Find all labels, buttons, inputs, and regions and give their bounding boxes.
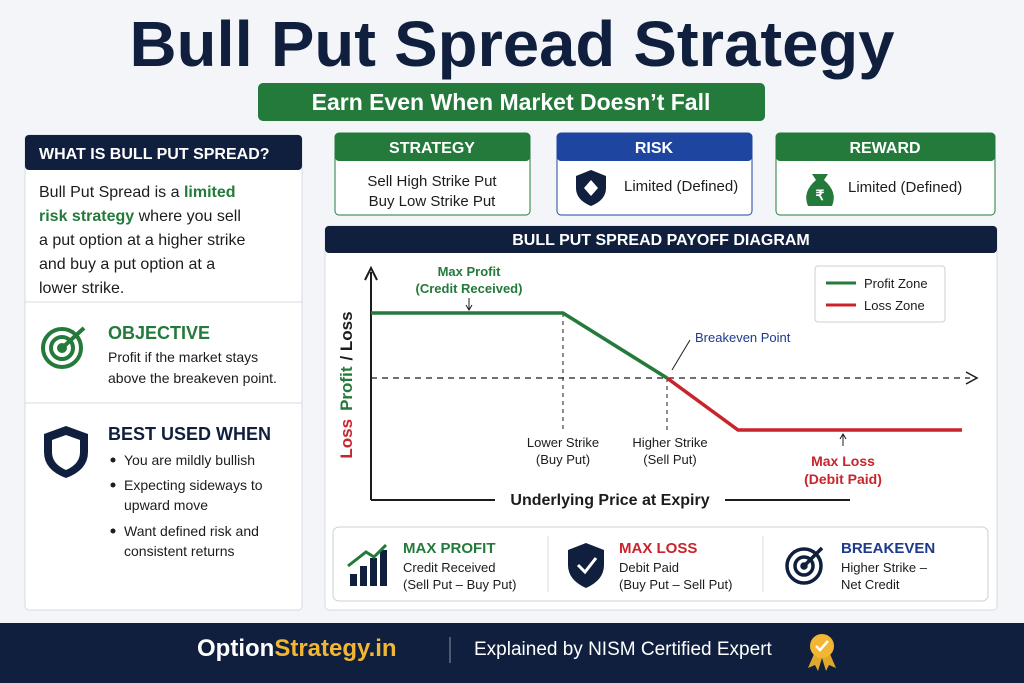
objective-line: Profit if the market stays [108,349,258,365]
arrow-head [965,371,979,385]
best-used-item: Want defined risk and [124,523,259,539]
best-used-item: Expecting sideways to [124,477,263,493]
text: Bull Put Spread is a [39,184,184,201]
what-is-line: and buy a put option at a [39,256,215,273]
label-part: Loss [337,419,356,459]
x-axis-label: Underlying Price at Expiry [510,492,709,509]
annotation: (Credit Received) [416,281,523,296]
profit-line [371,311,668,380]
legend-label: Profit Zone [864,276,928,291]
pointer [465,298,473,311]
legend-label: Loss Zone [864,298,925,313]
rupee-symbol: ₹ [816,187,825,203]
summary-heading: MAX LOSS [619,540,697,557]
check-mark [576,557,598,575]
what-is-line: lower strike. [39,280,124,297]
summary-box [332,526,989,602]
summary-line: Net Credit [841,577,900,592]
summary-line: (Buy Put – Sell Put) [619,577,732,592]
pointer [671,339,691,371]
risk-icon-inner [584,180,598,196]
annotation: Lower Strike [527,435,599,450]
summary-heading: BREAKEVEN [841,540,935,557]
summary-line: Credit Received [403,560,496,575]
tagline: Explained by NISM Certified Expert [474,639,773,660]
bullet [110,457,116,463]
annotation: Max Loss [811,453,875,469]
arrow-head [364,265,378,281]
diagram-title: BULL PUT SPREAD PAYOFF DIAGRAM [512,232,810,249]
bullet [110,528,116,534]
title: Bull Put Spread Strategy [130,8,895,80]
label-part: / Loss [337,311,356,360]
diagram-header [325,226,997,253]
target-icon [41,326,86,369]
brand: OptionStrategy.in [197,635,397,662]
best-used-item: upward move [124,497,208,513]
brand-part: Strategy.in [274,635,396,662]
card-header [776,133,995,161]
shield-inner [52,435,80,470]
what-is-heading: WHAT IS BULL PUT SPREAD? [39,146,270,163]
highlight: risk strategy [39,208,134,225]
card-line: Buy Low Strike Put [369,193,497,210]
legend [814,265,946,323]
annotation: Breakeven Point [695,330,791,345]
what-is-line: risk strategy where you sell [39,208,241,225]
annotation: (Debit Paid) [804,471,882,487]
objective-heading: OBJECTIVE [108,323,210,343]
card-heading: RISK [635,140,674,157]
label-part: Profit [337,366,356,411]
brand-part: Option [197,635,274,662]
card-heading: REWARD [849,140,920,157]
summary-line: (Sell Put – Buy Put) [403,577,516,592]
card-line: Sell High Strike Put [367,173,497,190]
highlight: limited [184,184,236,201]
summary-line: Debit Paid [619,560,679,575]
best-used-item: You are mildly bullish [124,452,255,468]
bullet [110,482,116,488]
objective-line: above the breakeven point. [108,370,277,386]
pointer [839,433,847,446]
summary-heading: MAX PROFIT [403,540,496,557]
card-text: Limited (Defined) [624,178,738,195]
subtitle: Earn Even When Market Doesn’t Fall [312,89,711,115]
annotation: (Sell Put) [643,452,696,467]
what-is-line: Bull Put Spread is a limited [39,184,236,201]
badge-icon [808,634,836,671]
text: where you sell [134,208,241,225]
what-is-line: a put option at a higher strike [39,232,245,249]
card-text: Limited (Defined) [848,179,962,196]
bar-chart-icon [347,543,388,586]
best-used-heading: BEST USED WHEN [108,424,271,444]
shield-icon [568,543,604,588]
left-header [25,135,302,170]
y-axis-label: Loss Profit / Loss [337,311,356,458]
card-heading: STRATEGY [389,140,475,157]
money-bag-icon [806,174,834,206]
footer [0,623,1024,683]
summary-line: Higher Strike – [841,560,928,575]
card-header [335,133,530,161]
best-used-item: consistent returns [124,543,235,559]
card-header [557,133,752,161]
annotation: Max Profit [438,264,502,279]
loss-line [665,376,962,432]
annotation: Higher Strike [632,435,707,450]
annotation: (Buy Put) [536,452,590,467]
subtitle-pill [258,83,765,121]
target-icon [785,546,824,585]
